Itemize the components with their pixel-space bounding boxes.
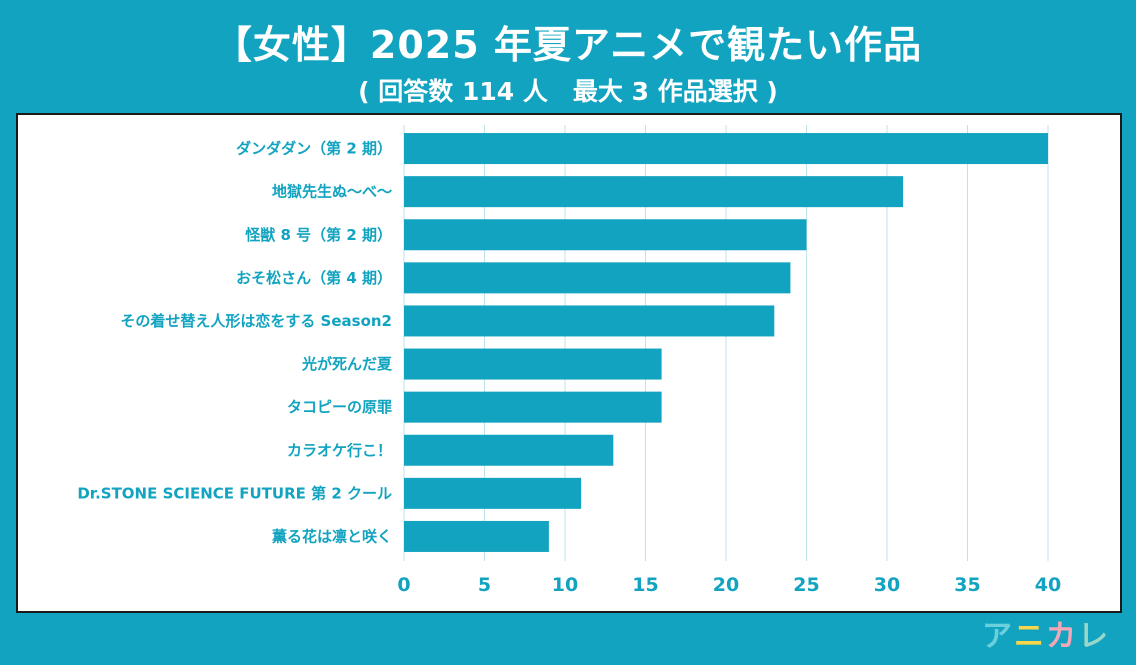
x-tick-label: 5	[478, 574, 491, 596]
category-label: おそ松さん（第 4 期）	[236, 269, 392, 287]
bar	[404, 133, 1048, 165]
x-tick-label: 0	[397, 574, 410, 596]
category-label: 薫る花は凛と咲く	[272, 527, 392, 545]
category-label: ダンダダン（第 2 期）	[236, 140, 392, 158]
category-label: 光が死んだ夏	[301, 355, 393, 373]
x-tick-label: 20	[713, 574, 739, 596]
category-label: カラオケ行こ！	[287, 441, 392, 459]
logo-char: ア	[982, 619, 1014, 654]
category-label: Dr.STONE SCIENCE FUTURE 第 2 クール	[77, 484, 392, 502]
bar-chart: ダンダダン（第 2 期） 地獄先生ぬ〜べ〜怪獣 8 号（第 2 期） おそ松さん（第…	[77, 125, 1061, 596]
bar	[404, 520, 549, 552]
x-tick-label: 30	[874, 574, 900, 596]
bar	[404, 262, 791, 294]
category-label: 怪獣 8 号（第 2 期）	[245, 226, 392, 244]
x-tick-label: 40	[1035, 574, 1061, 596]
x-tick-label: 35	[954, 574, 980, 596]
bar	[404, 477, 582, 509]
bar	[404, 391, 662, 423]
anikare-logo: アニカレ	[982, 611, 1110, 655]
bar	[404, 176, 904, 208]
bar	[404, 348, 662, 380]
category-label: タコピーの原罪	[287, 398, 392, 416]
category-label: 地獄先生ぬ〜べ〜	[272, 183, 392, 201]
bar	[404, 219, 807, 251]
bar	[404, 434, 614, 466]
x-tick-label: 10	[552, 574, 578, 596]
logo-char: レ	[1078, 619, 1110, 654]
chart-title: 【女性】2025 年夏アニメで観たい作品	[213, 23, 923, 67]
x-tick-label: 25	[793, 574, 819, 596]
x-tick-label: 15	[632, 574, 658, 596]
logo-char: ニ	[1014, 619, 1046, 654]
logo-char: カ	[1046, 619, 1078, 654]
bar	[404, 305, 775, 337]
chart-panel: ダンダダン（第 2 期） 地獄先生ぬ〜べ〜怪獣 8 号（第 2 期） おそ松さん（第…	[16, 113, 1122, 613]
category-label: その着せ替え人形は恋をする Season2	[120, 312, 392, 330]
chart-subtitle: ( 回答数 114 人 最大 3 作品選択 )	[358, 77, 778, 106]
